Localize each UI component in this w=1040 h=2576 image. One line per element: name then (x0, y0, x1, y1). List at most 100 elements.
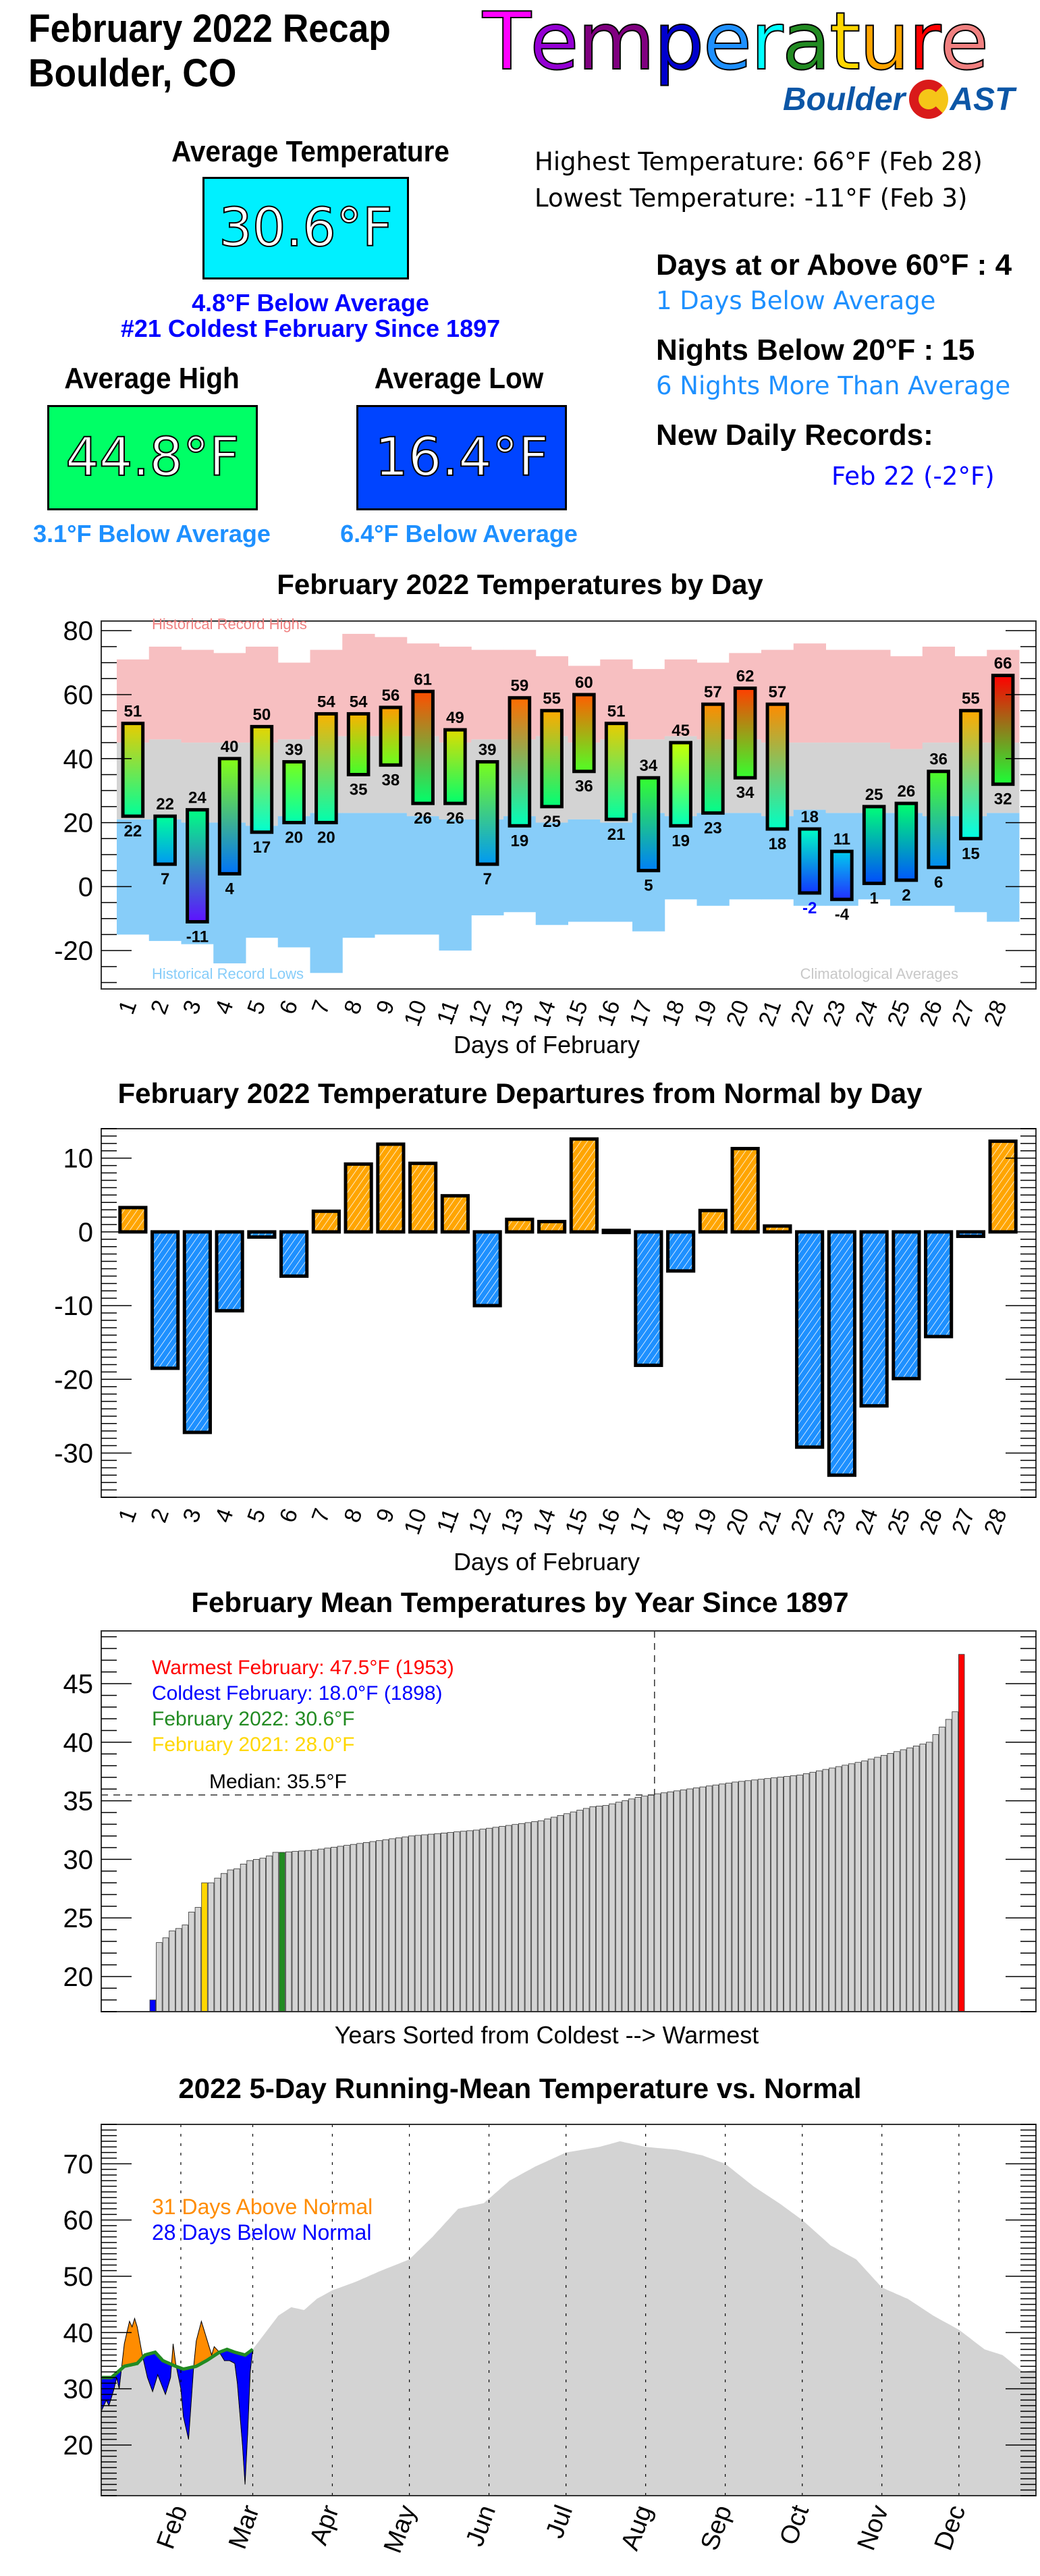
year-bar (602, 1805, 609, 2012)
high-label: 40 (221, 738, 239, 756)
legend-entry: February 2021: 28.0°F (152, 1734, 355, 1756)
daily-range-bar (798, 827, 821, 895)
average-band (825, 743, 858, 813)
low-label: -2 (802, 899, 817, 917)
year-bar (790, 1775, 797, 2012)
departure-bar (859, 1230, 889, 1408)
record-high-band (471, 649, 504, 740)
record-high-band (890, 656, 923, 749)
year-bar (331, 1846, 337, 2012)
year-bar (719, 1783, 726, 2012)
yearly-mean-chart: Median: 35.5°F Warmest February: 47.5°F (… (63, 1630, 1037, 2049)
high-label: 39 (478, 741, 497, 759)
year-bar (201, 1882, 208, 2012)
title-line-1: February 2022 Recap (28, 7, 391, 51)
year-bar (337, 1846, 344, 2012)
year-bar (887, 1753, 894, 2012)
year-bar (777, 1777, 784, 2012)
departure-bar (376, 1142, 406, 1234)
departure-bar (311, 1209, 341, 1234)
y-tick-label: 25 (63, 1904, 94, 1933)
x-tick-label: 21 (754, 997, 787, 1030)
avg-temp-value: 30.6°F (218, 197, 393, 259)
year-bar (182, 1925, 188, 2012)
nights-below-20: Nights Below 20°F : 15 (656, 333, 975, 367)
y-tick-label: 35 (63, 1787, 94, 1817)
x-tick-label: Oct (775, 2501, 815, 2548)
departure-bar (118, 1206, 148, 1234)
high-label: 54 (350, 693, 368, 711)
year-bar (667, 1791, 674, 2012)
daily-range-bar (894, 801, 919, 882)
year-bar (285, 1851, 292, 2012)
x-axis-label: Days of February (454, 1548, 640, 1576)
departure-bar (795, 1230, 825, 1449)
y-tick-label: 80 (63, 616, 94, 646)
departure-bar (472, 1230, 502, 1308)
year-bar (292, 1851, 298, 2012)
year-bar (570, 1811, 577, 2012)
low-label: 19 (672, 832, 690, 850)
year-bar (796, 1775, 803, 2012)
year-bar (382, 1839, 389, 2012)
x-tick-label: 4 (210, 1505, 238, 1526)
year-bar (376, 1840, 383, 2012)
year-bar (926, 1742, 933, 2012)
year-bar (842, 1765, 848, 2012)
legend-entry: Warmest February: 47.5°F (1953) (152, 1657, 454, 1679)
year-bar (427, 1833, 435, 2012)
x-tick-label: 19 (689, 1505, 722, 1538)
daily-range-bar (927, 770, 950, 869)
x-tick-label: Feb (152, 2502, 194, 2553)
year-bar (867, 1759, 875, 2012)
year-bar (564, 1813, 570, 2012)
year-bar (454, 1831, 460, 2012)
year-bar (609, 1803, 615, 2012)
annotation-record-highs: Historical Record Highs (152, 616, 307, 633)
y-tick-label: -20 (54, 1365, 93, 1395)
x-tick-label: 13 (496, 997, 529, 1030)
x-tick-label: 17 (625, 997, 658, 1030)
year-bar (324, 1848, 331, 2012)
year-bar (906, 1747, 913, 2012)
record-low-band (696, 813, 730, 906)
x-tick-label: 4 (210, 997, 238, 1018)
record-low-band (987, 813, 1020, 922)
departure-bar (601, 1229, 631, 1235)
x-tick-label: 2 (146, 1505, 174, 1526)
record-low-band (568, 819, 601, 922)
logo-letter: r (908, 0, 941, 88)
departure-bar (956, 1230, 985, 1238)
y-tick-label: -20 (54, 936, 93, 966)
x-tick-label: 21 (754, 1505, 787, 1538)
low-label: 25 (543, 813, 561, 831)
x-tick-label: 14 (528, 1505, 561, 1538)
x-tick-label: 27 (947, 997, 980, 1030)
year-bar (169, 1930, 175, 2012)
year-bar (162, 1937, 169, 2012)
daily-range-bar (475, 760, 499, 866)
lowest-temp: Lowest Temperature: -11°F (Feb 3) (535, 184, 968, 213)
record-high-band (858, 649, 891, 743)
daily-chart-title: February 2022 Temperatures by Day (277, 568, 763, 600)
x-tick-label: 7 (307, 1505, 335, 1526)
daily-range-bar (733, 687, 757, 780)
average-band (148, 739, 182, 820)
departure-bar (150, 1230, 180, 1370)
year-bar (589, 1806, 596, 2012)
year-bar (641, 1796, 648, 2012)
high-label: 36 (929, 751, 948, 769)
x-tick-label: 5 (242, 997, 271, 1018)
departure-bar (698, 1208, 728, 1234)
daily-range-bar (604, 722, 628, 822)
daily-range-bar (379, 705, 403, 767)
record-low-band (342, 813, 375, 938)
annotation-averages: Climatological Averages (800, 965, 958, 982)
departure-bar (344, 1162, 373, 1234)
year-bar (880, 1754, 887, 2012)
year-bar (764, 1778, 771, 2012)
year-bar (402, 1836, 408, 2012)
departure-bar (730, 1146, 760, 1234)
y-tick-label: 40 (63, 1728, 94, 1758)
x-tick-label: Apr (304, 2501, 345, 2548)
